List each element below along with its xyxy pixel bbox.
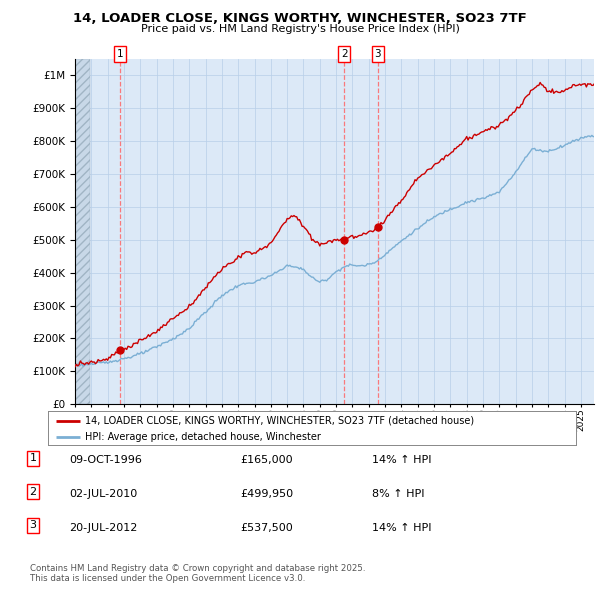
Text: 8% ↑ HPI: 8% ↑ HPI <box>372 489 425 499</box>
Text: 14% ↑ HPI: 14% ↑ HPI <box>372 523 431 533</box>
Text: 3: 3 <box>374 49 381 59</box>
Text: £499,950: £499,950 <box>240 489 293 499</box>
Text: HPI: Average price, detached house, Winchester: HPI: Average price, detached house, Winc… <box>85 432 321 442</box>
Text: 1: 1 <box>117 49 124 59</box>
Text: Contains HM Land Registry data © Crown copyright and database right 2025.
This d: Contains HM Land Registry data © Crown c… <box>30 563 365 583</box>
Text: 14, LOADER CLOSE, KINGS WORTHY, WINCHESTER, SO23 7TF (detached house): 14, LOADER CLOSE, KINGS WORTHY, WINCHEST… <box>85 416 474 426</box>
Text: 2: 2 <box>341 49 347 59</box>
Text: 02-JUL-2010: 02-JUL-2010 <box>69 489 137 499</box>
Text: 20-JUL-2012: 20-JUL-2012 <box>69 523 137 533</box>
Text: 2: 2 <box>29 487 37 497</box>
Text: Price paid vs. HM Land Registry's House Price Index (HPI): Price paid vs. HM Land Registry's House … <box>140 24 460 34</box>
Text: £165,000: £165,000 <box>240 455 293 466</box>
Text: 14, LOADER CLOSE, KINGS WORTHY, WINCHESTER, SO23 7TF: 14, LOADER CLOSE, KINGS WORTHY, WINCHEST… <box>73 12 527 25</box>
Text: 14% ↑ HPI: 14% ↑ HPI <box>372 455 431 466</box>
Text: 09-OCT-1996: 09-OCT-1996 <box>69 455 142 466</box>
Text: £537,500: £537,500 <box>240 523 293 533</box>
Text: 3: 3 <box>29 520 37 530</box>
Text: 1: 1 <box>29 453 37 463</box>
